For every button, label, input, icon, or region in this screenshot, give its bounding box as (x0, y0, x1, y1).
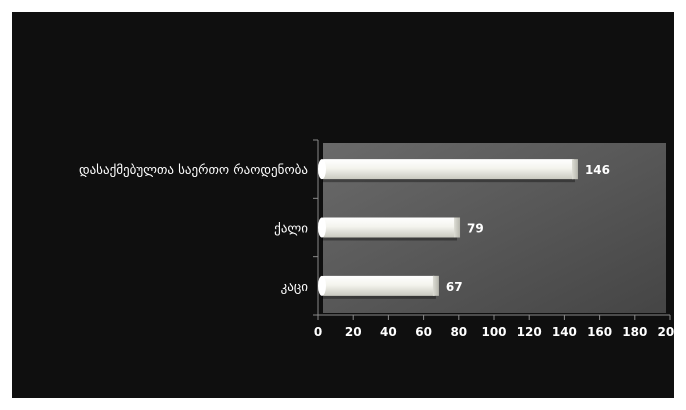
bar-start-cap (318, 275, 326, 296)
x-tick-label: 100 (481, 325, 506, 339)
bar-start-cap (318, 159, 326, 180)
x-tick-label: 40 (380, 325, 397, 339)
x-tick-label: 120 (517, 325, 542, 339)
x-tick-label: 160 (587, 325, 612, 339)
bar (322, 159, 575, 180)
category-label: ქალი (274, 222, 308, 237)
data-label: 146 (585, 163, 610, 177)
bar-end-cap (432, 275, 439, 296)
x-tick-label: 180 (622, 325, 647, 339)
x-tick-label: 20 (345, 325, 362, 339)
bar-end-cap (571, 159, 578, 180)
x-tick-label: 60 (415, 325, 432, 339)
plot-area (323, 143, 666, 313)
bar-start-cap (318, 217, 326, 238)
bar-end-cap (454, 217, 461, 238)
x-tick-label: 0 (314, 325, 322, 339)
bar (322, 217, 458, 238)
data-label: 79 (467, 222, 484, 236)
data-label: 67 (446, 280, 463, 294)
bar (322, 275, 436, 296)
category-label: კაცი (281, 280, 309, 295)
x-tick-label: 140 (552, 325, 577, 339)
category-label: დასაქმებულთა საერთო რაოდენობა (79, 163, 308, 178)
x-tick-label: 80 (450, 325, 467, 339)
x-tick-label: 200 (657, 325, 682, 339)
